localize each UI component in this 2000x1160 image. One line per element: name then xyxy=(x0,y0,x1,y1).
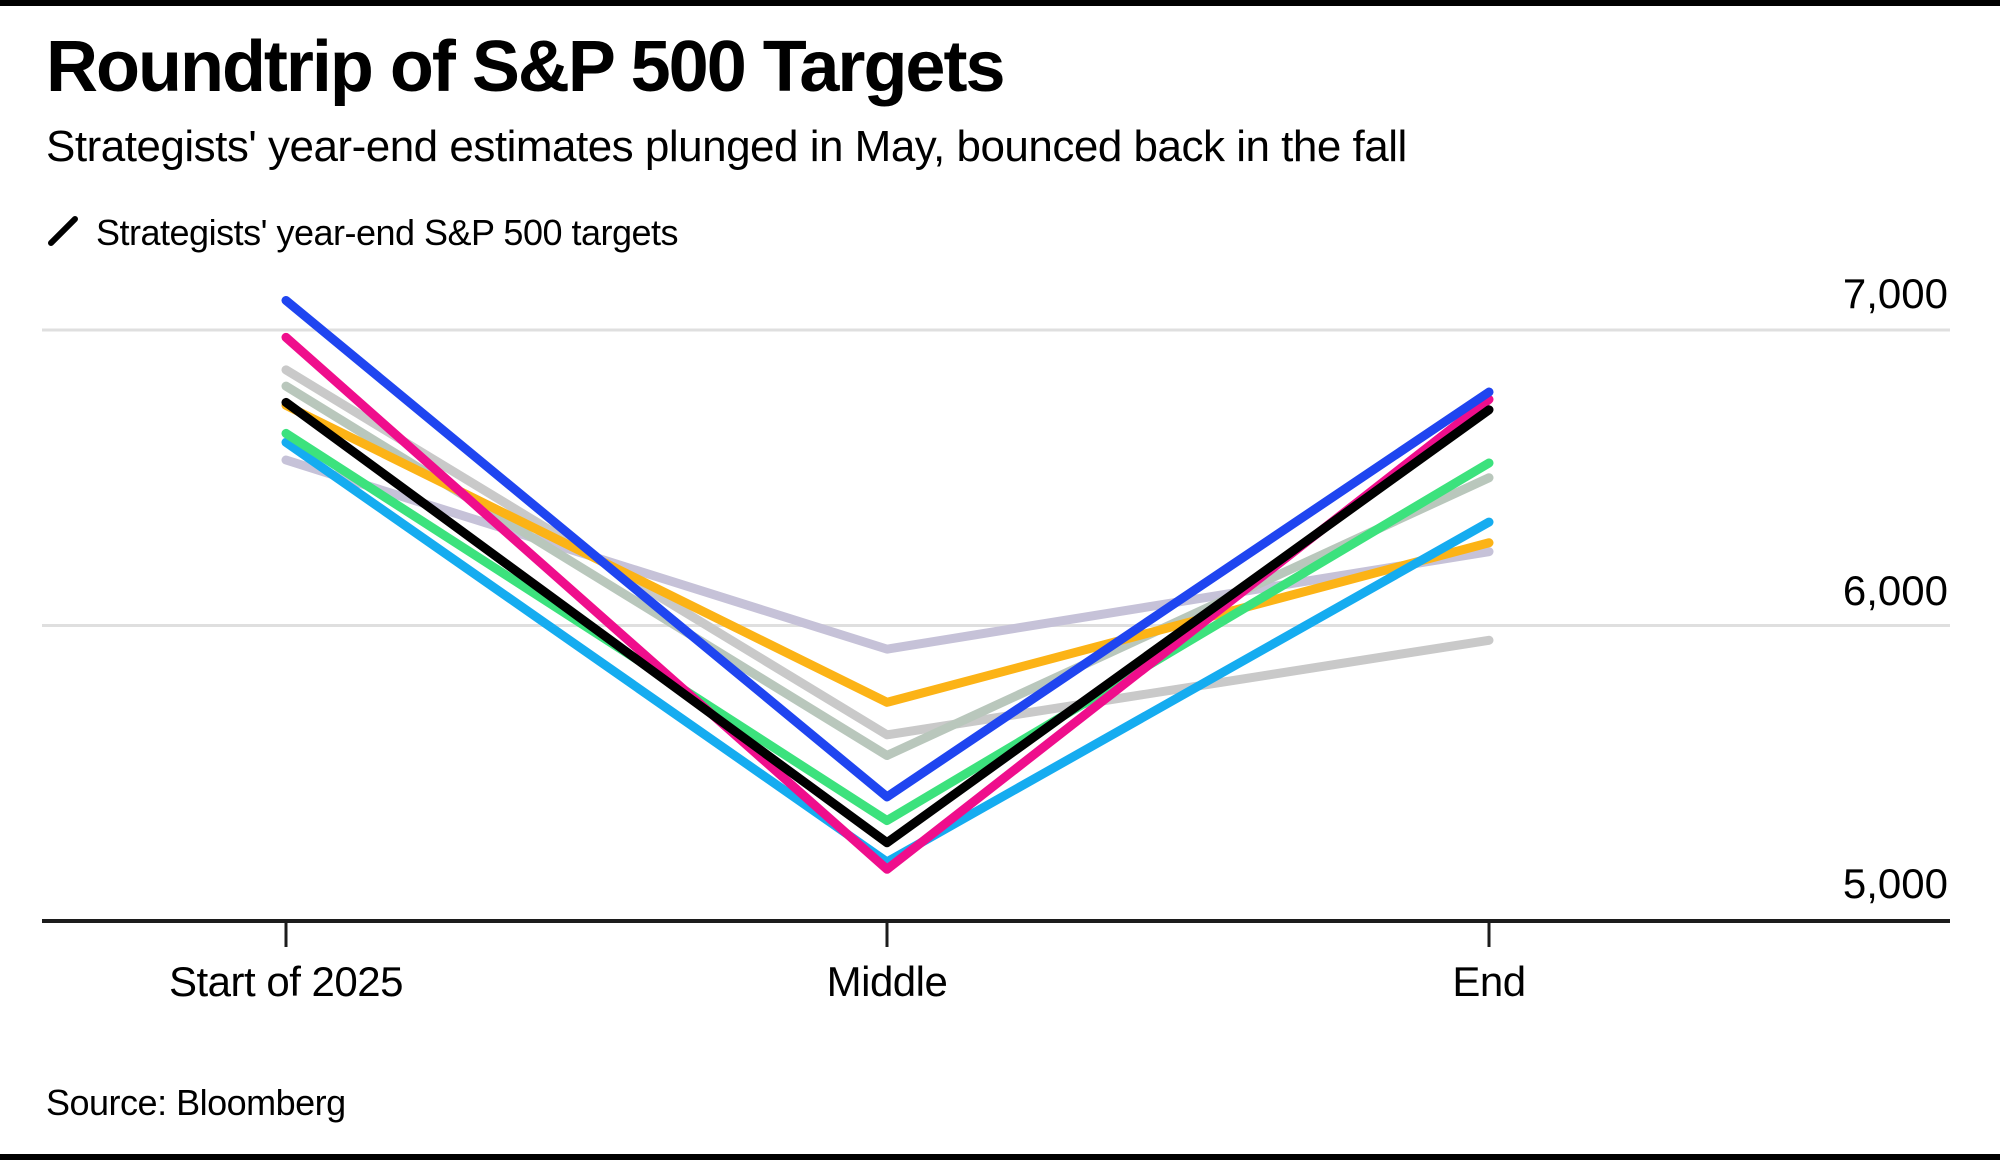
line-strategist-green xyxy=(281,428,1494,826)
source-attribution: Source: Bloomberg xyxy=(46,1082,346,1123)
line-strategist-light-gray xyxy=(281,365,1494,740)
chart-title: Roundtrip of S&P 500 Targets xyxy=(46,27,1005,107)
y-axis-label-6000: 6,000 xyxy=(1842,567,1948,614)
top-border-bar xyxy=(0,0,2000,6)
bottom-border-bar xyxy=(0,1154,2000,1160)
line-strategist-black xyxy=(281,397,1494,848)
line-strategist-magenta xyxy=(281,332,1494,874)
legend-slash-icon xyxy=(46,214,80,253)
x-axis-label-end: End xyxy=(1452,958,1526,1005)
line-strategist-cyan xyxy=(281,437,1494,867)
legend-label: Strategists' year-end S&P 500 targets xyxy=(96,212,679,253)
x-axis-label-middle: Middle xyxy=(826,958,948,1005)
y-axis-label-7000: 7,000 xyxy=(1842,270,1948,317)
chart-subtitle: Strategists' year-end estimates plunged … xyxy=(46,122,1407,171)
x-axis-label-start: Start of 2025 xyxy=(169,958,404,1005)
legend: Strategists' year-end S&P 500 targets xyxy=(46,212,679,254)
line-strategist-yellow xyxy=(281,400,1494,707)
y-axis-label-5000: 5,000 xyxy=(1842,860,1948,907)
line-strategist-blue xyxy=(281,295,1494,802)
